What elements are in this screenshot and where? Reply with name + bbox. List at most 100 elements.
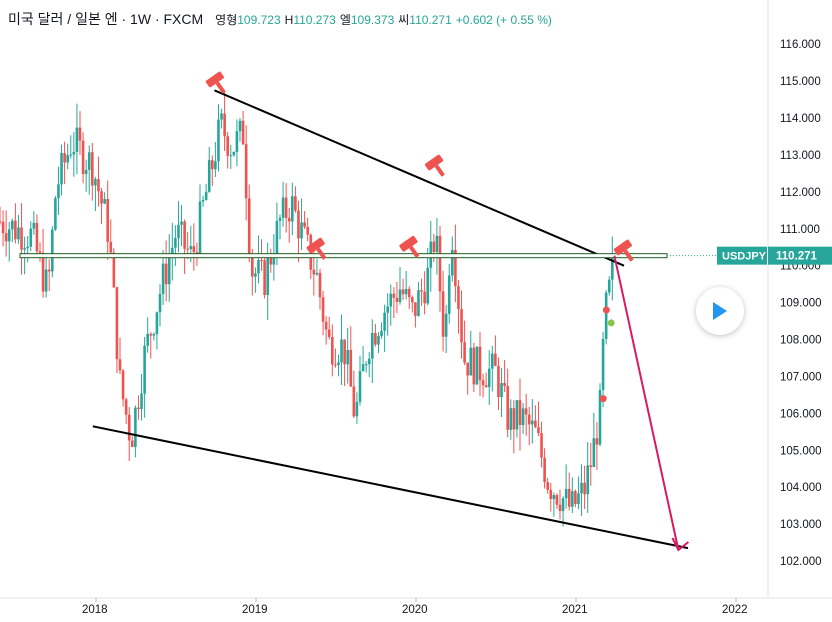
- candle-up: [531, 420, 534, 425]
- candle-up: [417, 290, 420, 316]
- candle-up: [291, 196, 294, 222]
- price-tick-label: 114.000: [780, 113, 821, 125]
- price-tick-label: 106.000: [780, 408, 822, 420]
- trend-line[interactable]: [92, 425, 689, 550]
- candle-up: [451, 249, 454, 276]
- candle-down: [4, 233, 8, 242]
- candle-down: [466, 362, 469, 376]
- candle-down: [484, 385, 488, 388]
- candle-up: [201, 199, 205, 202]
- candle-down: [312, 269, 316, 275]
- resistance-level[interactable]: [19, 253, 668, 259]
- candle-up: [143, 345, 146, 394]
- candle-up: [300, 222, 303, 239]
- time-axis[interactable]: 2018 2019 2020 2021 2022: [0, 597, 832, 616]
- candle-down: [324, 321, 328, 330]
- candle-up: [561, 498, 565, 512]
- candle-up: [17, 227, 20, 240]
- candle-up: [238, 120, 242, 132]
- candle-up: [32, 222, 36, 229]
- candle-down: [112, 252, 116, 288]
- candle-down: [441, 291, 445, 337]
- candle-up: [386, 306, 389, 313]
- candle-down: [47, 269, 51, 272]
- candle-up: [254, 273, 257, 277]
- change-value: +0.602 (+ 0.55 %): [455, 13, 552, 27]
- candle-up: [54, 198, 57, 230]
- candle-down: [183, 221, 186, 249]
- candle-down: [414, 302, 417, 316]
- projection-arrow[interactable]: [613, 255, 680, 551]
- signal-dot: [607, 319, 615, 327]
- candle-up: [167, 257, 171, 285]
- candle-down: [195, 252, 199, 254]
- candle-down: [106, 198, 109, 242]
- candle-down: [20, 227, 23, 250]
- candle-up: [11, 220, 14, 230]
- price-axis[interactable]: 102.000 103.000 104.000 105.000 106.000 107.0…: [717, 0, 832, 598]
- candle-up: [7, 229, 11, 242]
- candle-up: [103, 198, 106, 204]
- candle-up: [29, 228, 33, 247]
- candle-down: [540, 433, 543, 458]
- candle-down: [263, 260, 266, 295]
- open-label: 영형: [215, 13, 238, 27]
- candle-up: [571, 491, 574, 507]
- candle-up: [500, 383, 503, 398]
- candle-down: [97, 179, 100, 192]
- candle-down: [574, 491, 577, 505]
- candle-up: [607, 279, 611, 293]
- price-tick-label: 103.000: [780, 519, 822, 531]
- candle-up: [447, 275, 451, 314]
- trend-line[interactable]: [214, 89, 625, 267]
- candle-up: [491, 353, 494, 369]
- candle-up: [23, 248, 26, 250]
- candle-down: [438, 235, 442, 292]
- candle-down: [503, 383, 506, 387]
- candle-up: [26, 246, 29, 249]
- symbol-tag-label: USDJPY: [722, 251, 767, 263]
- low-value: 109.373: [350, 13, 395, 27]
- candle-down: [334, 364, 337, 366]
- candle-down: [149, 333, 153, 336]
- candle-up: [171, 247, 174, 258]
- candle-down: [506, 386, 509, 430]
- candle-up: [404, 288, 408, 295]
- candle-down: [35, 222, 39, 252]
- candle-down: [546, 482, 549, 490]
- candle-up: [140, 393, 143, 410]
- candle-down: [395, 297, 399, 303]
- symbol-title[interactable]: 미국 달러 / 일본 엔 · 1W · FXCM: [8, 11, 204, 27]
- candle-down: [327, 329, 331, 337]
- candle-up: [87, 152, 91, 170]
- candle-up: [217, 119, 220, 162]
- candle-up: [60, 153, 63, 185]
- candle-down: [121, 370, 125, 400]
- candle-down: [247, 198, 251, 255]
- candle-down: [284, 197, 288, 218]
- last-price-tag[interactable]: [768, 246, 832, 265]
- open-value: 109.723: [237, 13, 281, 27]
- replay-play-button[interactable]: [696, 287, 744, 335]
- candle-down: [211, 160, 214, 170]
- candle-down: [303, 222, 306, 227]
- candle-down: [537, 427, 540, 434]
- hammer-icon: [306, 237, 327, 260]
- candle-up: [340, 339, 343, 363]
- candle-up: [586, 465, 589, 495]
- hammer-handle: [623, 249, 634, 262]
- candle-up: [398, 289, 402, 303]
- candle-up: [604, 292, 608, 339]
- candle-down: [589, 465, 593, 468]
- candle-down: [411, 297, 414, 303]
- candle-down: [287, 217, 291, 222]
- candle-down: [343, 339, 346, 365]
- candle-down: [306, 226, 309, 235]
- candle-down: [518, 400, 522, 426]
- signal-dot: [602, 306, 610, 314]
- candle-down: [549, 489, 553, 499]
- candle-down: [454, 249, 457, 287]
- candle-up: [174, 238, 177, 248]
- candle-up: [232, 151, 236, 156]
